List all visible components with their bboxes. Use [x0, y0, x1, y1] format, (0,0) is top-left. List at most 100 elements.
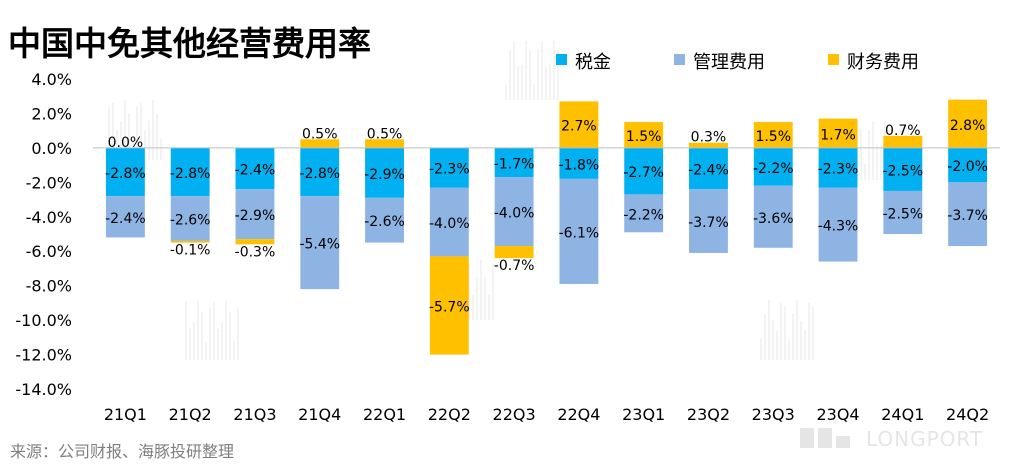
watermark-streak [112, 102, 114, 160]
bar-22Q3-s0 [494, 147, 534, 178]
y-tick-label: 0.0% [31, 139, 72, 158]
x-tick-label: 22Q2 [428, 405, 471, 424]
watermark-streak [812, 306, 814, 360]
bar-23Q2-s2 [689, 142, 728, 148]
bar-23Q3-s1 [753, 185, 793, 248]
bar-21Q4-s1 [300, 196, 340, 290]
legend: 税金 管理费用 财务费用 [556, 52, 919, 73]
y-tick-label: -10.0% [15, 311, 72, 330]
bar-21Q4-s2 [300, 139, 340, 148]
watermark-streak [533, 84, 535, 100]
value-label: 1.5% [626, 129, 662, 145]
bar-23Q1-s0 [624, 147, 664, 195]
watermark-streak [860, 129, 862, 180]
bar-24Q2-s1 [948, 182, 988, 247]
bar-22Q1-s2 [365, 139, 404, 148]
watermark-streak [800, 320, 802, 360]
watermark-streak [152, 100, 154, 160]
y-tick-label: -6.0% [26, 242, 72, 261]
watermark-streak [160, 139, 162, 160]
bar-23Q2-s1 [689, 189, 728, 253]
watermark-streak [221, 322, 223, 360]
chart-title: 中国中免其他经营费用率 [8, 24, 371, 63]
value-label: -3.6% [753, 211, 794, 227]
x-axis: 21Q1 21Q2 21Q3 21Q4 22Q1 22Q2 22Q3 22Q4 23Q1 23Q2… [104, 405, 989, 424]
watermark-streak [201, 311, 203, 360]
bar-22Q2-s1 [429, 187, 469, 257]
bar-21Q4-s0 [300, 147, 340, 197]
watermark-streak [476, 276, 478, 320]
x-tick-label: 22Q4 [557, 405, 600, 424]
bar-21Q2-s0 [170, 147, 210, 197]
logo-mark-2 [818, 428, 832, 448]
value-label: -2.5% [883, 163, 924, 179]
value-label: -4.3% [818, 219, 859, 235]
x-tick-label: 21Q1 [104, 405, 147, 424]
bar-23Q1-s2 [624, 122, 664, 148]
watermark-streak [784, 306, 786, 360]
watermark-streak [468, 264, 470, 320]
watermark-streak [880, 146, 882, 180]
watermark-streak [505, 85, 507, 100]
value-label: -0.3% [235, 244, 276, 260]
watermark-streak [225, 300, 227, 360]
bar-23Q3-s2 [753, 122, 793, 148]
bar-24Q2-s2 [948, 99, 988, 148]
bar-21Q1-s1 [105, 196, 145, 238]
value-label: -2.8% [105, 166, 146, 182]
value-label: -2.2% [623, 207, 664, 223]
x-tick-label: 21Q2 [169, 405, 212, 424]
watermark-streak [229, 312, 231, 360]
value-label: -0.7% [494, 258, 535, 274]
watermark-streak [136, 106, 138, 160]
legend-swatch [828, 54, 839, 65]
watermark-streak [189, 328, 191, 360]
bar-21Q2-s1 [170, 196, 210, 241]
bar-21Q1-s0 [105, 147, 145, 197]
value-label: 1.5% [755, 129, 791, 145]
logo-mark-3 [836, 436, 850, 448]
value-label: -2.6% [364, 214, 405, 230]
logo-mark-1 [800, 428, 814, 448]
value-label: -5.7% [429, 299, 470, 315]
watermark-streak [760, 338, 762, 360]
watermark-streak [488, 294, 490, 320]
bar-22Q3-s2 [494, 246, 534, 259]
watermark-streak [116, 129, 118, 160]
y-tick-label: -2.0% [26, 173, 72, 192]
value-label: 0.5% [367, 126, 403, 142]
y-tick-label: -12.0% [15, 346, 72, 365]
x-tick-label: 22Q3 [493, 405, 536, 424]
y-axis: 4.0% 2.0% 0.0% -2.0% -4.0% -6.0% -8.0% -10.0% -1… [15, 70, 72, 399]
longport-logo: LONGPORT [800, 427, 983, 451]
watermark-streak [868, 130, 870, 180]
value-label: -4.0% [429, 216, 470, 232]
value-label: 1.7% [820, 127, 856, 143]
value-label: -2.2% [753, 161, 794, 177]
watermark-streak [509, 49, 511, 100]
bar-22Q3-s1 [494, 177, 534, 247]
value-label: -1.8% [559, 157, 600, 173]
bars-layer [93, 99, 1000, 355]
bar-24Q1-s1 [883, 190, 923, 234]
watermark-streak [529, 50, 531, 100]
value-label: -2.9% [235, 208, 276, 224]
watermark-streak [776, 330, 778, 360]
value-label: -2.7% [623, 165, 664, 181]
watermark-streak [525, 41, 527, 100]
y-tick-label: -4.0% [26, 208, 72, 227]
bar-21Q3-s0 [235, 147, 275, 190]
bar-21Q2-s2 [170, 240, 210, 243]
bar-23Q4-s2 [818, 118, 858, 148]
value-label: -2.3% [429, 162, 470, 178]
watermark-streak [120, 121, 122, 160]
value-label: -2.8% [299, 166, 340, 182]
watermark-streak [217, 328, 219, 360]
x-tick-label: 23Q3 [752, 405, 795, 424]
bar-22Q1-s1 [365, 197, 404, 243]
x-tick-label: 23Q2 [687, 405, 730, 424]
value-label: -2.0% [947, 159, 988, 175]
x-tick-label: 22Q1 [363, 405, 406, 424]
logo-text: LONGPORT [866, 427, 983, 451]
